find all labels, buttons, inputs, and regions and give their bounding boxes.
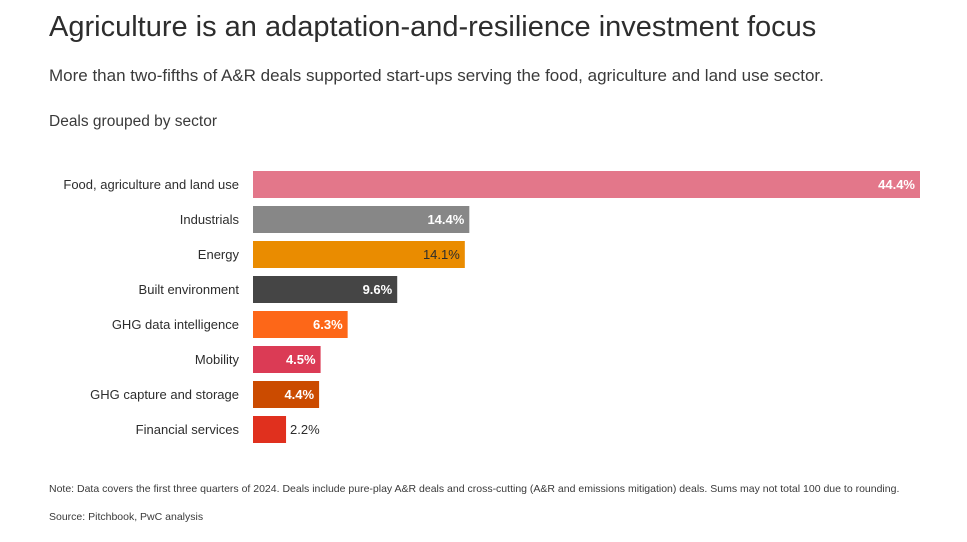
chart-title: Agriculture is an adaptation-and-resilie… bbox=[49, 11, 817, 43]
bar bbox=[253, 241, 465, 268]
category-label: GHG data intelligence bbox=[112, 317, 239, 332]
bar bbox=[253, 416, 287, 443]
category-label: Financial services bbox=[136, 422, 240, 437]
chart-source: Source: Pitchbook, PwC analysis bbox=[49, 511, 204, 523]
data-label: 9.6% bbox=[363, 282, 393, 297]
bar bbox=[253, 346, 321, 373]
bar bbox=[253, 381, 320, 408]
bar-row-4: GHG data intelligence 6.3% bbox=[112, 311, 348, 338]
bar-row-2: Energy 14.1% bbox=[198, 241, 465, 268]
bar-chart: Food, agriculture and land use 44.4% Indus… bbox=[63, 171, 920, 443]
chart-caption: Deals grouped by sector bbox=[49, 113, 218, 130]
data-label: 14.4% bbox=[427, 212, 464, 227]
category-label: Built environment bbox=[139, 282, 240, 297]
bar bbox=[253, 276, 398, 303]
category-label: GHG capture and storage bbox=[90, 387, 239, 402]
category-label: Mobility bbox=[195, 352, 240, 367]
data-label: 14.1% bbox=[423, 247, 460, 262]
bar bbox=[253, 311, 348, 338]
category-label: Food, agriculture and land use bbox=[63, 177, 239, 192]
data-label: 6.3% bbox=[313, 317, 343, 332]
bar-row-7: Financial services 2.2% bbox=[136, 416, 320, 443]
data-label: 2.2% bbox=[290, 422, 320, 437]
data-label: 4.4% bbox=[284, 387, 314, 402]
bar-row-1: Industrials 14.4% bbox=[180, 206, 470, 233]
category-label: Energy bbox=[198, 247, 240, 262]
bar-row-5: Mobility 4.5% bbox=[195, 346, 321, 373]
bar bbox=[253, 171, 920, 198]
bar-row-0: Food, agriculture and land use 44.4% bbox=[63, 171, 920, 198]
bar-row-6: GHG capture and storage 4.4% bbox=[90, 381, 320, 408]
chart-note: Note: Data covers the first three quarte… bbox=[49, 483, 900, 495]
data-label: 4.5% bbox=[286, 352, 316, 367]
bar-row-3: Built environment 9.6% bbox=[139, 276, 398, 303]
chart-subtitle: More than two-fifths of A&R deals suppor… bbox=[49, 66, 824, 85]
data-label: 44.4% bbox=[878, 177, 915, 192]
bar bbox=[253, 206, 470, 233]
category-label: Industrials bbox=[180, 212, 240, 227]
